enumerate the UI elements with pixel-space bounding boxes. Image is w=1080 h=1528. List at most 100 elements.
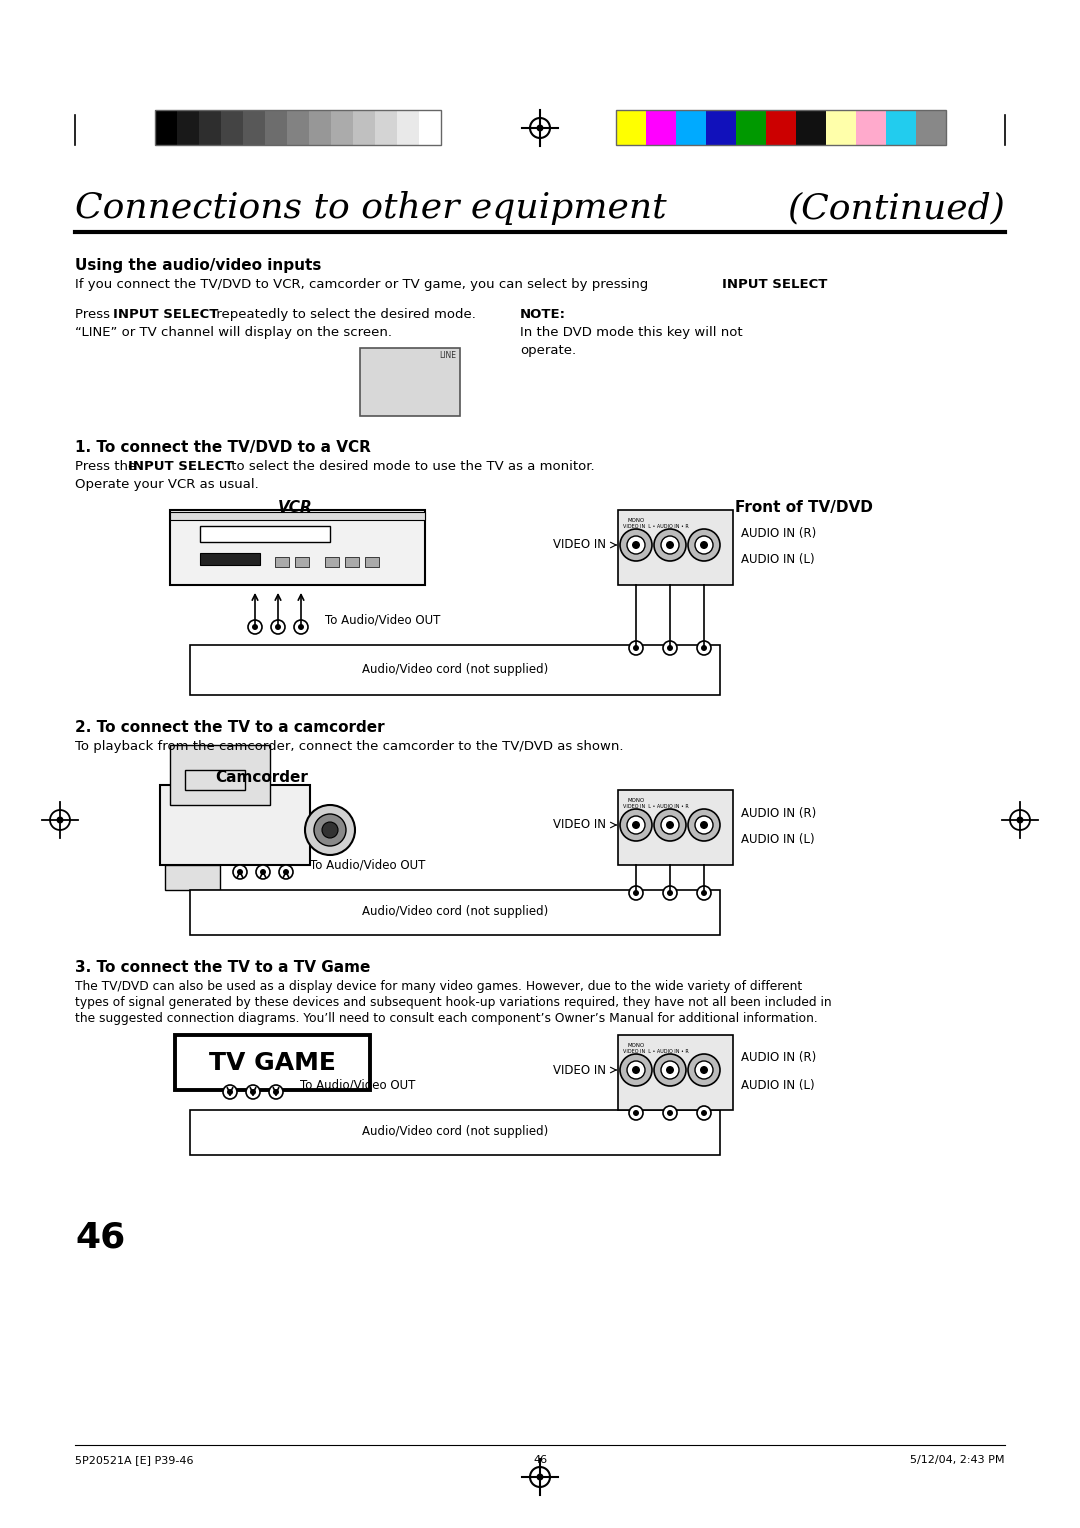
Text: VIDEO IN  L • AUDIO IN • R: VIDEO IN L • AUDIO IN • R (623, 524, 689, 529)
Circle shape (697, 1106, 711, 1120)
Circle shape (620, 808, 652, 840)
Circle shape (269, 1085, 283, 1099)
Circle shape (700, 821, 708, 830)
Circle shape (222, 1085, 237, 1099)
Circle shape (629, 1106, 643, 1120)
Text: to select the desired mode to use the TV as a monitor.: to select the desired mode to use the TV… (227, 460, 595, 474)
Circle shape (667, 889, 673, 895)
Text: VCR: VCR (278, 500, 312, 515)
Bar (199, 110, 221, 145)
Bar (646, 110, 676, 145)
Bar (616, 110, 646, 145)
Bar (360, 348, 460, 416)
Bar (397, 110, 419, 145)
Text: 46: 46 (75, 1219, 125, 1254)
Bar (156, 110, 441, 145)
Circle shape (663, 886, 677, 900)
Bar (353, 110, 375, 145)
Circle shape (629, 886, 643, 900)
Circle shape (667, 645, 673, 651)
Circle shape (688, 808, 720, 840)
Text: To Audio/Video OUT: To Audio/Video OUT (310, 859, 426, 871)
Text: Connections to other equipment: Connections to other equipment (75, 191, 666, 225)
Text: 46: 46 (532, 1455, 548, 1465)
Circle shape (666, 1067, 674, 1074)
Text: LINE: LINE (438, 351, 456, 361)
Text: MONO: MONO (627, 798, 645, 804)
Text: “LINE” or TV channel will display on the screen.: “LINE” or TV channel will display on the… (75, 325, 392, 339)
Bar (706, 110, 735, 145)
Circle shape (294, 620, 308, 634)
Circle shape (697, 886, 711, 900)
Circle shape (627, 536, 645, 555)
Bar (156, 110, 177, 145)
Circle shape (620, 529, 652, 561)
Text: 5/12/04, 2:43 PM: 5/12/04, 2:43 PM (910, 1455, 1005, 1465)
Bar (735, 110, 766, 145)
Text: Operate your VCR as usual.: Operate your VCR as usual. (75, 478, 259, 490)
Text: 1. To connect the TV/DVD to a VCR: 1. To connect the TV/DVD to a VCR (75, 440, 370, 455)
Bar (616, 110, 946, 145)
Text: types of signal generated by these devices and subsequent hook-up variations req: types of signal generated by these devic… (75, 996, 832, 1008)
Circle shape (633, 1109, 639, 1115)
Circle shape (666, 821, 674, 830)
Circle shape (629, 642, 643, 656)
Circle shape (227, 1089, 233, 1096)
Bar (170, 510, 426, 585)
Bar (618, 1034, 733, 1109)
Circle shape (537, 1473, 543, 1481)
Text: INPUT SELECT: INPUT SELECT (113, 309, 218, 321)
Circle shape (633, 889, 639, 895)
Bar (916, 110, 946, 145)
Circle shape (237, 869, 243, 876)
Bar (365, 558, 379, 567)
Bar (265, 110, 287, 145)
Circle shape (654, 808, 686, 840)
Circle shape (654, 1054, 686, 1086)
Bar (177, 110, 199, 145)
Text: VIDEO IN: VIDEO IN (553, 538, 606, 552)
Circle shape (233, 865, 247, 879)
Circle shape (700, 1067, 708, 1074)
Bar (826, 110, 856, 145)
Text: AUDIO IN (R): AUDIO IN (R) (741, 1051, 816, 1065)
Circle shape (700, 541, 708, 549)
Circle shape (248, 620, 262, 634)
Circle shape (260, 869, 266, 876)
Bar (287, 110, 309, 145)
Text: To Audio/Video OUT: To Audio/Video OUT (325, 614, 441, 626)
Text: the suggested connection diagrams. You’ll need to consult each component’s Owner: the suggested connection diagrams. You’l… (75, 1012, 818, 1025)
Circle shape (249, 1089, 256, 1096)
Bar (618, 790, 733, 865)
Circle shape (701, 645, 707, 651)
Circle shape (256, 865, 270, 879)
Bar (190, 645, 720, 695)
Text: AUDIO IN (R): AUDIO IN (R) (741, 807, 816, 819)
Bar (419, 110, 441, 145)
Circle shape (279, 865, 293, 879)
Text: The TV/DVD can also be used as a display device for many video games. However, d: The TV/DVD can also be used as a display… (75, 979, 802, 993)
Text: Audio/Video cord (not supplied): Audio/Video cord (not supplied) (362, 1126, 549, 1138)
Circle shape (663, 642, 677, 656)
Bar (185, 770, 245, 790)
Circle shape (632, 821, 640, 830)
Text: 5P20521A [E] P39-46: 5P20521A [E] P39-46 (75, 1455, 193, 1465)
Circle shape (654, 529, 686, 561)
Text: VIDEO IN: VIDEO IN (553, 1063, 606, 1077)
Bar (330, 110, 353, 145)
Bar (190, 1109, 720, 1155)
Circle shape (273, 1089, 279, 1096)
Bar (856, 110, 886, 145)
Circle shape (283, 869, 289, 876)
Text: Audio/Video cord (not supplied): Audio/Video cord (not supplied) (362, 663, 549, 677)
Bar (375, 110, 397, 145)
Text: Press the: Press the (75, 460, 140, 474)
Circle shape (627, 816, 645, 834)
Circle shape (697, 642, 711, 656)
Circle shape (620, 1054, 652, 1086)
Bar (175, 1034, 370, 1089)
Bar (165, 865, 220, 889)
Text: INPUT SELECT: INPUT SELECT (129, 460, 233, 474)
Bar (243, 110, 265, 145)
Text: .: . (820, 278, 824, 290)
